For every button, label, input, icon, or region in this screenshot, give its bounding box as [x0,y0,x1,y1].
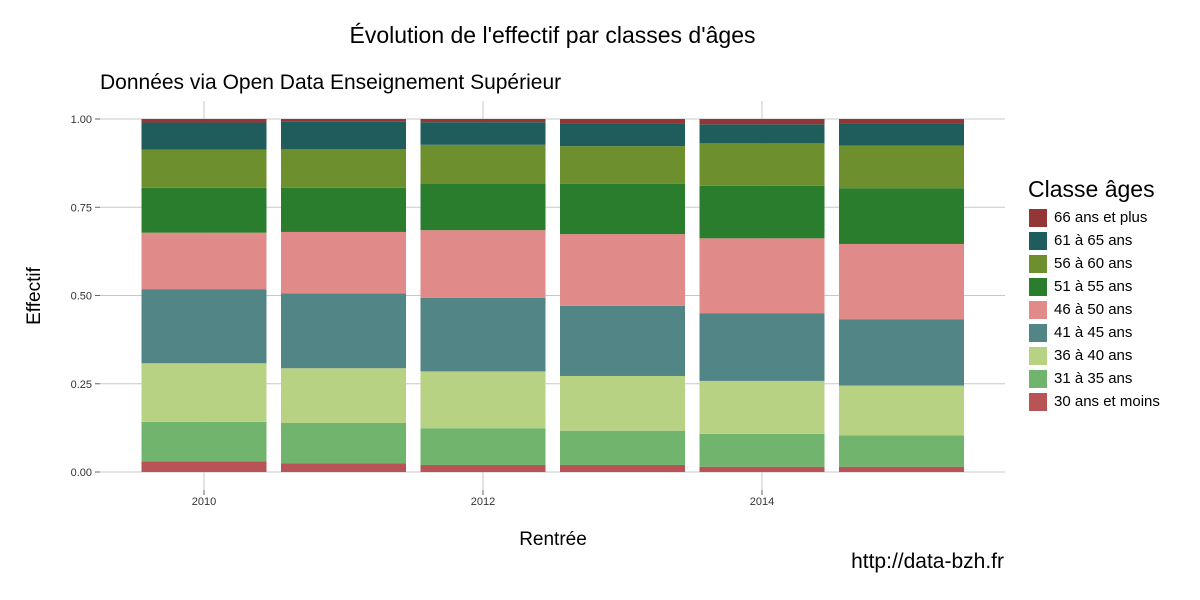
bar-segment [281,422,406,464]
legend-item: 56 à 60 ans [1028,252,1160,275]
bar-segment [839,466,964,472]
bar-segment [420,464,546,472]
legend-swatch [1028,299,1048,320]
legend-swatch [1028,230,1048,251]
legend-label: 66 ans et plus [1054,209,1148,226]
y-tick-label: 0.75 [71,202,92,214]
bar-segment [560,430,685,465]
bar-segment [141,149,267,188]
legend-label: 51 à 55 ans [1054,278,1133,295]
bar-segment [141,122,267,150]
bar-segment [560,119,685,124]
legend-item: 51 à 55 ans [1028,275,1160,298]
bar-segment [420,428,546,465]
bar-segment [699,380,825,434]
bar-segment [420,144,546,184]
legend-swatch [1028,391,1048,412]
legend-label: 30 ans et moins [1054,393,1160,410]
legend-item: 46 à 50 ans [1028,298,1160,321]
legend-label: 61 à 65 ans [1054,232,1133,249]
bar-segment [281,121,406,150]
chart-subtitle: Données via Open Data Enseignement Supér… [100,71,562,94]
bar-segment [281,149,406,188]
x-axis-label: Rentrée [519,529,587,550]
bar-segment [420,371,546,429]
bar-segment [141,363,267,422]
credit-url: http://data-bzh.fr [851,550,1004,573]
bar-segment [141,421,267,462]
bar-segment [560,305,685,376]
bar-segment [839,243,964,320]
bar-segment [839,319,964,386]
bar-segment [420,183,546,231]
legend-swatch [1028,207,1048,228]
x-tick-label: 2014 [750,496,774,508]
bar-segment [839,123,964,146]
y-tick-label: 0.00 [71,467,92,479]
bar-segment [420,122,546,145]
bar-segment [281,368,406,423]
legend-swatch [1028,368,1048,389]
bar-segment [560,375,685,431]
legend-swatch [1028,253,1048,274]
bar-segment [141,461,267,472]
bar-segment [560,464,685,472]
bar-segment [281,231,406,294]
bar-segment [560,146,685,184]
legend: Classe âges 66 ans et plus 61 à 65 ans 56 … [1028,176,1160,413]
bar-segment [839,188,964,244]
legend-item: 31 à 35 ans [1028,367,1160,390]
bar-segment [141,232,267,290]
legend-item: 61 à 65 ans [1028,229,1160,252]
bar-segment [560,123,685,147]
legend-item: 66 ans et plus [1028,206,1160,229]
bar-segment [281,293,406,369]
bar-segment [141,187,267,233]
legend-items: 66 ans et plus 61 à 65 ans 56 à 60 ans 51 à… [1028,206,1160,413]
bar-segment [839,385,964,436]
y-axis-label: Effectif [24,267,45,325]
bar-segment [699,238,825,314]
bar-segment [141,289,267,364]
bar-segment [560,183,685,235]
bar-segment [699,143,825,186]
bar-segment [699,119,825,125]
bar-segment [699,433,825,467]
legend-label: 41 à 45 ans [1054,324,1133,341]
y-tick-label: 0.50 [71,291,92,303]
bar-segment [420,297,546,372]
bar-segment [420,119,546,123]
bar-segment [281,187,406,232]
legend-label: 46 à 50 ans [1054,301,1133,318]
x-tick-label: 2012 [471,496,495,508]
y-tick-label: 0.25 [71,379,92,391]
legend-label: 36 à 40 ans [1054,347,1133,364]
bar-segment [141,119,267,123]
legend-swatch [1028,322,1048,343]
bar-segment [560,234,685,306]
bar-segment [699,185,825,239]
legend-label: 31 à 35 ans [1054,370,1133,387]
bar-segment [281,463,406,472]
bar-segment [699,313,825,381]
bar-segment [281,119,406,122]
bar-segment [420,230,546,298]
legend-label: 56 à 60 ans [1054,255,1133,272]
bar-segment [839,435,964,467]
legend-item: 30 ans et moins [1028,390,1160,413]
chart-title: Évolution de l'effectif par classes d'âg… [349,22,756,48]
x-tick-label: 2010 [192,496,216,508]
legend-item: 36 à 40 ans [1028,344,1160,367]
legend-swatch [1028,345,1048,366]
legend-item: 41 à 45 ans [1028,321,1160,344]
y-tick-label: 1.00 [71,114,92,126]
legend-title: Classe âges [1028,176,1155,202]
legend-swatch [1028,276,1048,297]
bar-segment [699,466,825,472]
bar-segment [839,145,964,189]
bar-segment [699,124,825,144]
bar-segment [839,119,964,124]
